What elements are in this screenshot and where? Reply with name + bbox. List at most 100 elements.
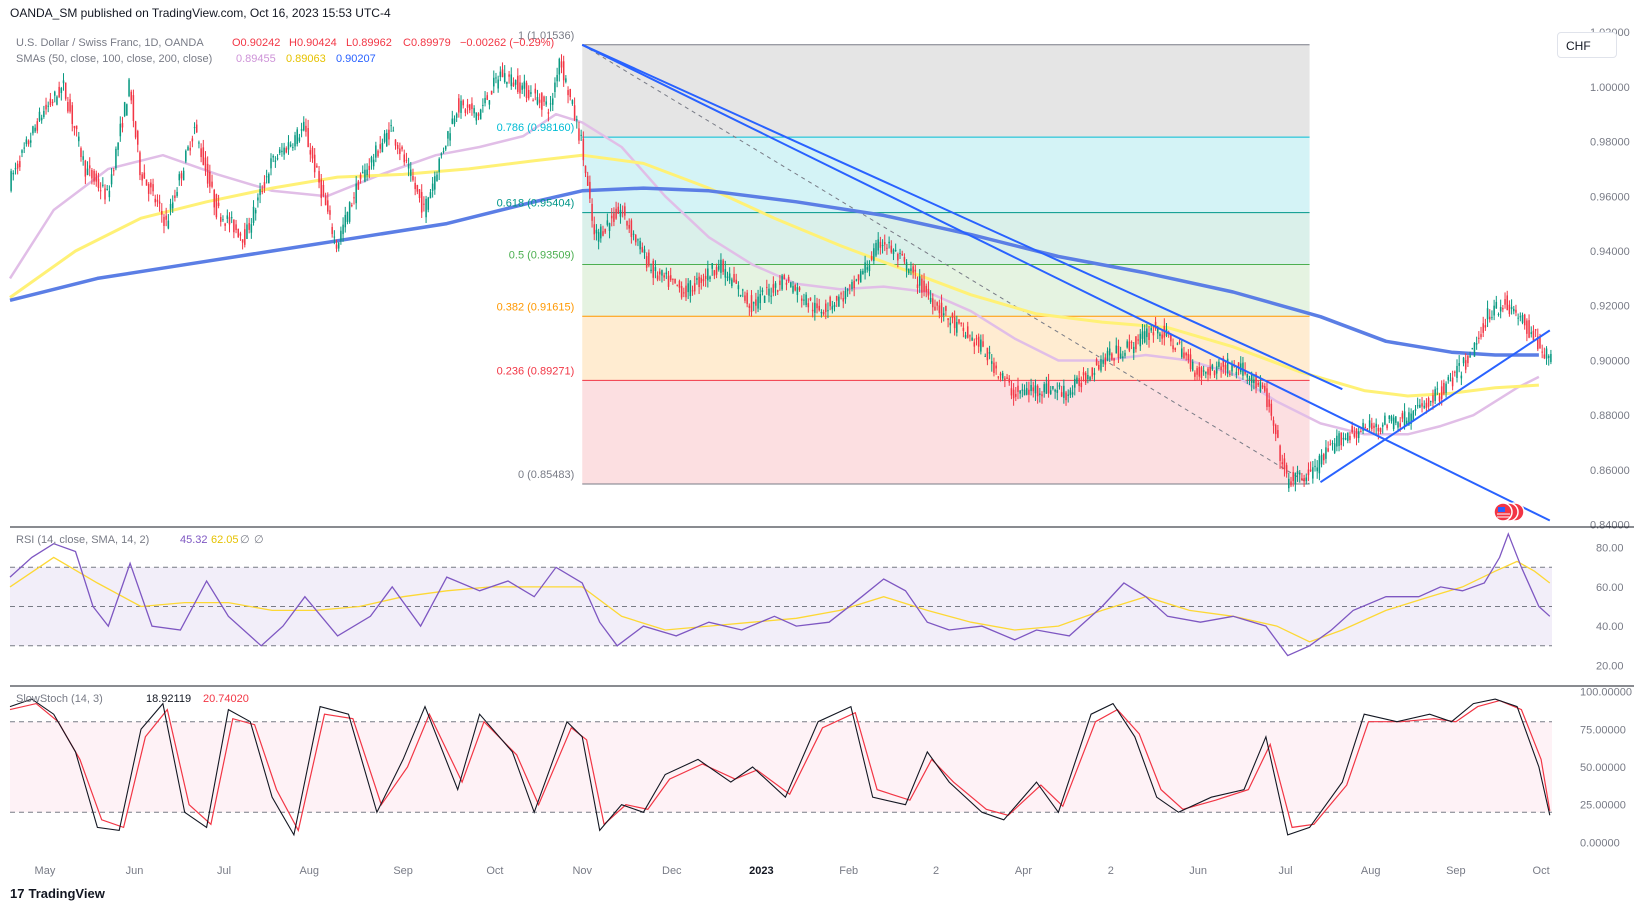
candle-body — [986, 347, 989, 361]
trendlines[interactable] — [581, 43, 1551, 522]
candle-body — [1395, 416, 1397, 423]
candle-body — [1056, 390, 1059, 393]
candle-body — [1390, 416, 1393, 422]
candle-body — [1440, 386, 1443, 399]
us-flag-icon[interactable] — [1493, 502, 1525, 522]
candle-body — [541, 93, 543, 110]
candle-body — [1205, 371, 1207, 374]
candle-body — [1327, 448, 1329, 452]
candle-body — [283, 147, 285, 155]
candle-body — [1331, 443, 1334, 445]
candle-body — [244, 229, 246, 245]
candle-body — [88, 165, 91, 169]
candle-body — [1320, 454, 1323, 465]
candle-body — [1098, 364, 1100, 370]
candle-body — [1041, 394, 1043, 397]
candle-body — [597, 232, 600, 242]
candle-body — [130, 91, 132, 101]
fib-level-label: 0 (0.85483) — [518, 469, 574, 481]
candle-body — [34, 127, 36, 132]
candle-body — [1191, 361, 1194, 371]
candle-body — [1338, 433, 1340, 447]
candle-body — [846, 288, 849, 292]
candle-body — [1312, 467, 1314, 479]
time-tick-label: Dec — [662, 865, 682, 877]
time-tick-label: May — [35, 865, 56, 877]
candle-body — [641, 247, 644, 253]
candle-body — [822, 312, 825, 315]
candle-body — [1220, 366, 1222, 370]
rsi-panel[interactable]: 80.00 60.00 40.00 20.00 — [9, 532, 1624, 672]
candle-body — [1355, 428, 1358, 438]
candle-body — [93, 170, 95, 182]
candle-body — [1425, 402, 1428, 408]
candle-body — [1362, 422, 1364, 431]
candle-body — [565, 78, 567, 82]
candle-body — [1436, 388, 1439, 390]
price-tick-label: 0.90000 — [1590, 355, 1630, 367]
candle-body — [1471, 348, 1474, 350]
candle-body — [1543, 354, 1546, 359]
trendline[interactable] — [581, 43, 1343, 391]
candle-body — [69, 99, 71, 112]
candle-body — [971, 337, 973, 341]
candle-body — [1017, 385, 1019, 392]
currency-selector[interactable]: CHF — [1557, 32, 1617, 58]
candle-body — [659, 271, 661, 275]
candle-body — [372, 159, 375, 167]
candle-body — [1141, 331, 1144, 339]
price-panel[interactable]: 1.020001.000000.980000.960000.940000.920… — [8, 27, 1630, 532]
candle-body — [1502, 307, 1504, 310]
trendline[interactable] — [581, 43, 1551, 522]
candle-body — [1146, 328, 1148, 338]
candle-body — [21, 150, 23, 153]
candle-body — [1021, 389, 1024, 391]
candle-body — [632, 233, 635, 235]
candle-body — [106, 188, 108, 190]
candle-body — [709, 276, 711, 280]
candle-body — [462, 100, 464, 106]
candle-body — [1152, 332, 1155, 336]
candle-body — [1015, 393, 1017, 397]
candle-body — [589, 181, 591, 199]
candle-body — [1091, 367, 1094, 377]
candle-body — [663, 275, 665, 278]
candle-body — [506, 81, 508, 84]
time-tick-label: 2023 — [749, 865, 773, 877]
fib-level-label: 0.5 (0.93509) — [509, 249, 574, 261]
candle-body — [908, 268, 910, 274]
time-tick-label: Oct — [1533, 865, 1550, 877]
candle-body — [250, 224, 253, 233]
rsi-ma-line — [9, 556, 1551, 643]
candle-body — [198, 142, 200, 144]
stoch-panel[interactable]: 100.00000 75.00000 50.00000 25.00000 0.00000 — [9, 687, 1632, 850]
candle-body — [1237, 362, 1240, 371]
candle-body — [268, 174, 270, 184]
candle-body — [1288, 478, 1290, 489]
candle-body — [322, 184, 325, 196]
candle-body — [726, 276, 729, 278]
candle-body — [80, 148, 82, 158]
time-tick-label: Aug — [299, 865, 319, 877]
candle-body — [870, 256, 873, 260]
candle-body — [1043, 384, 1045, 393]
candle-body — [202, 147, 205, 165]
legend-sma-label: SMAs (50, close, 100, close, 200, close) — [16, 53, 212, 65]
fib-level-label: 0.786 (0.98160) — [497, 122, 575, 134]
rsi-band-fill — [10, 567, 1552, 646]
candle-body — [1298, 472, 1301, 475]
time-tick-label: Jul — [217, 865, 231, 877]
candle-body — [512, 82, 515, 87]
candle-body — [152, 184, 154, 192]
time-tick-label: Aug — [1361, 865, 1381, 877]
sma200-line — [9, 186, 1539, 357]
candle-body — [1060, 392, 1063, 397]
legend-open: O0.90242 — [232, 37, 280, 49]
candle-body — [444, 145, 447, 150]
candle-body — [759, 293, 762, 304]
candle-body — [357, 181, 360, 190]
candle-body — [584, 165, 587, 174]
trendline[interactable] — [1319, 329, 1551, 484]
fibonacci-retracement[interactable] — [581, 44, 1310, 485]
